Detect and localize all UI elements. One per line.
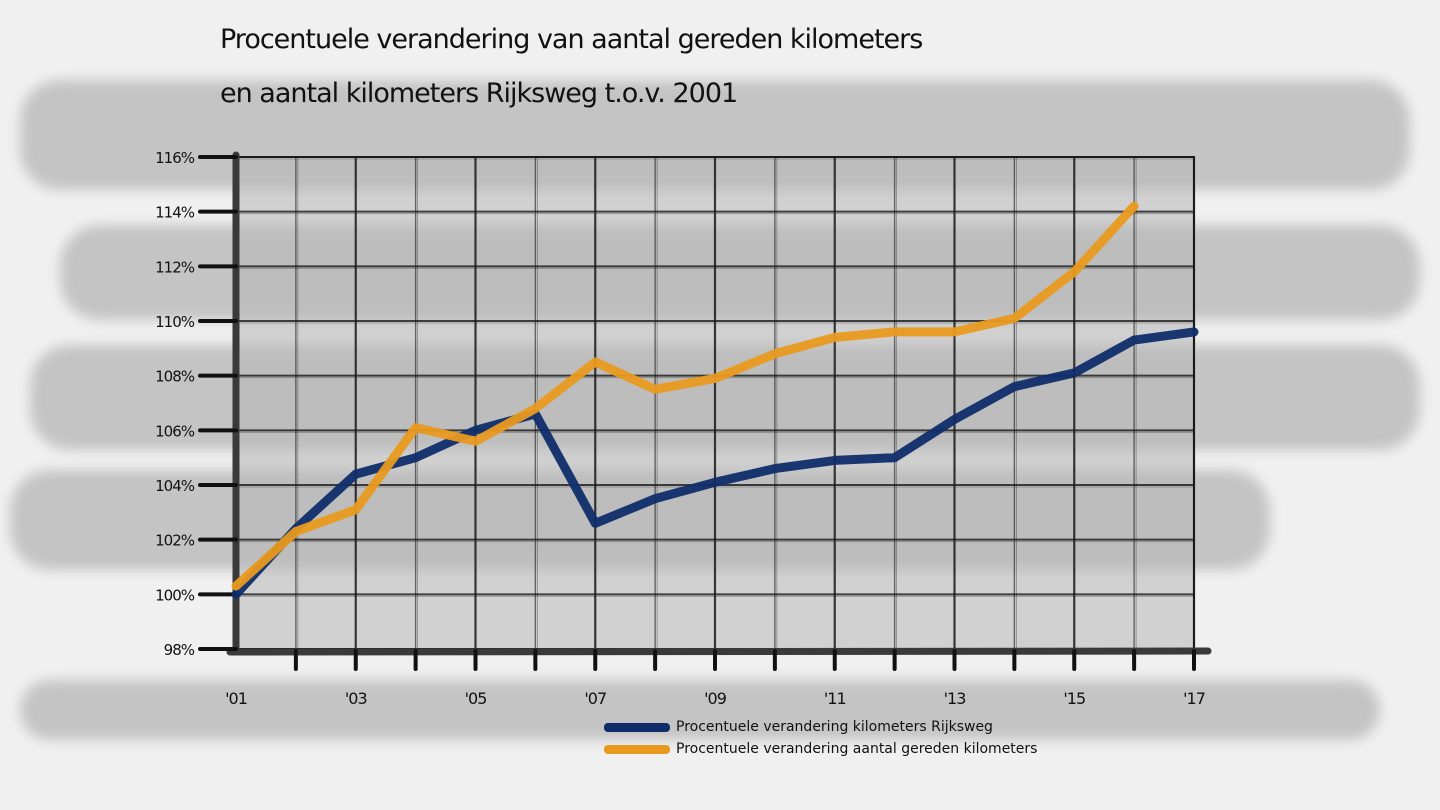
x-tick-label: '13 — [944, 689, 966, 708]
x-tick-label: '07 — [584, 689, 606, 708]
axes — [198, 151, 1212, 671]
y-tick-label: 104% — [155, 477, 195, 495]
x-axis-line — [226, 647, 1212, 656]
chart-title-line-2: en aantal kilometers Rijksweg t.o.v. 200… — [220, 78, 738, 109]
data-point-gereden-km — [834, 336, 836, 338]
data-point-rijksweg — [1193, 331, 1195, 333]
x-tick-label: '09 — [704, 689, 727, 708]
y-tick-label: 116% — [155, 149, 195, 167]
data-point-rijksweg — [654, 498, 656, 500]
x-tick-label: '05 — [465, 689, 487, 708]
y-tick-label: 106% — [155, 422, 195, 440]
x-tick-label: '11 — [824, 689, 846, 708]
x-tick-label: '15 — [1063, 689, 1085, 708]
data-point-rijksweg — [235, 593, 237, 595]
data-point-gereden-km — [1073, 271, 1075, 273]
series-line-gereden-km — [231, 201, 1139, 591]
y-tick-label: 100% — [155, 586, 195, 604]
data-point-rijksweg — [1073, 372, 1075, 374]
data-point-rijksweg — [954, 418, 955, 420]
x-tick-label: '17 — [1183, 689, 1205, 708]
legend: Procentuele verandering kilometers Rijks… — [604, 716, 1037, 760]
data-point-gereden-km — [714, 377, 716, 379]
data-point-gereden-km — [1013, 317, 1015, 319]
chart-title-line-1: Procentuele verandering van aantal gered… — [220, 24, 923, 55]
data-point-rijksweg — [894, 457, 896, 459]
series-lines — [231, 201, 1199, 599]
background-band — [20, 680, 1380, 740]
legend-label-rijksweg: Procentuele verandering kilometers Rijks… — [676, 719, 993, 735]
data-point-gereden-km — [534, 407, 536, 409]
y-tick-label: 114% — [155, 204, 195, 222]
y-tick-label: 102% — [155, 532, 195, 550]
y-tick-label: 110% — [155, 313, 195, 331]
data-point-rijksweg — [415, 457, 417, 459]
data-point-gereden-km — [415, 427, 417, 429]
data-point-rijksweg — [475, 429, 476, 431]
data-point-rijksweg — [774, 468, 776, 470]
data-point-gereden-km — [475, 440, 476, 442]
y-tick-label: 108% — [155, 368, 195, 386]
legend-swatch-blue — [604, 722, 670, 732]
tick-labels: 98% 100% 102% 104% 106% 108% 110% 112% 114% 116% '… — [155, 149, 1206, 708]
data-point-gereden-km — [774, 353, 776, 355]
data-point-gereden-km — [594, 361, 596, 363]
data-point-rijksweg — [594, 522, 596, 524]
data-point-rijksweg — [714, 481, 716, 483]
data-point-rijksweg — [834, 459, 836, 461]
legend-label-gereden-km: Procentuele verandering aantal gereden k… — [676, 741, 1038, 757]
legend-item-gereden-km: Procentuele verandering aantal gereden k… — [604, 738, 1037, 760]
data-point-gereden-km — [894, 331, 896, 333]
data-point-gereden-km — [295, 530, 297, 532]
data-point-rijksweg — [1133, 339, 1135, 341]
data-point-gereden-km — [235, 585, 237, 587]
y-tick-label: 98% — [164, 641, 195, 659]
legend-item-rijksweg: Procentuele verandering kilometers Rijks… — [604, 716, 1037, 738]
y-tick-label: 112% — [155, 258, 195, 276]
data-point-gereden-km — [1133, 205, 1135, 207]
legend-swatch-orange — [604, 744, 670, 754]
data-point-rijksweg — [1013, 386, 1015, 388]
x-tick-label: '01 — [225, 689, 247, 708]
data-point-gereden-km — [355, 509, 357, 511]
x-tick-label: '03 — [345, 689, 367, 708]
data-point-gereden-km — [954, 331, 955, 333]
data-point-gereden-km — [654, 388, 656, 390]
data-point-rijksweg — [355, 473, 357, 475]
